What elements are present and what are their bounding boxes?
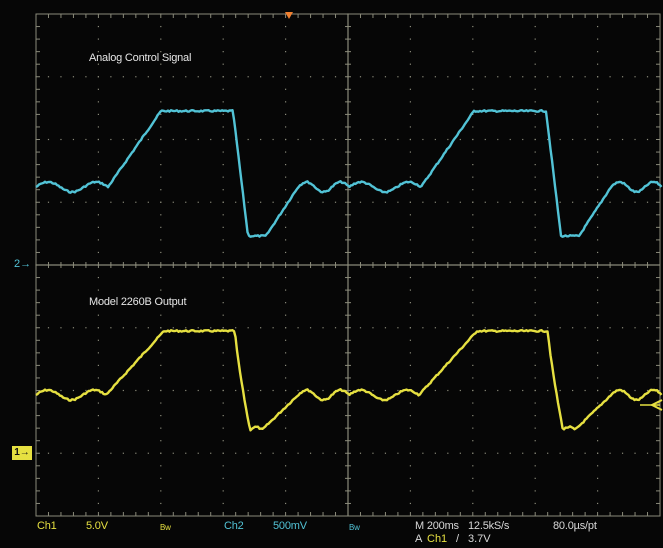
- timebase: M 200ms: [415, 520, 459, 532]
- ch2-scale: 500mV: [273, 520, 307, 532]
- ch2-name: Ch2: [224, 520, 244, 532]
- ch1-trace-label: Model 2260B Output: [89, 296, 187, 308]
- ch2-marker-label: 2: [14, 258, 21, 270]
- trigger-level: 3.7V: [468, 533, 491, 545]
- ch1-bandwidth-limit: Bw: [160, 523, 171, 532]
- record-interval: 80.0µs/pt: [553, 520, 597, 532]
- trigger-position-icon: [285, 12, 293, 19]
- ch2-trace-label: Analog Control Signal: [89, 52, 192, 64]
- ch2-ground-marker: 2→: [14, 257, 31, 271]
- ch1-name: Ch1: [37, 520, 57, 532]
- ch1-scale: 5.0V: [86, 520, 108, 532]
- ch1-arrow-icon: →: [19, 447, 30, 458]
- ch2-arrow-icon: →: [20, 258, 32, 270]
- ch1-marker-label: 1: [14, 447, 20, 458]
- trigger-slope-icon: /: [456, 533, 460, 545]
- trigger-source: Ch1: [427, 533, 448, 545]
- trigger-prefix: A: [415, 533, 423, 545]
- ch1-waveform: [35, 329, 663, 432]
- ch2-bandwidth-limit: Bw: [349, 523, 360, 532]
- ch2-waveform: [35, 108, 663, 238]
- ch1-ground-marker: 1→: [12, 446, 32, 460]
- sample-rate: 12.5kS/s: [468, 520, 510, 532]
